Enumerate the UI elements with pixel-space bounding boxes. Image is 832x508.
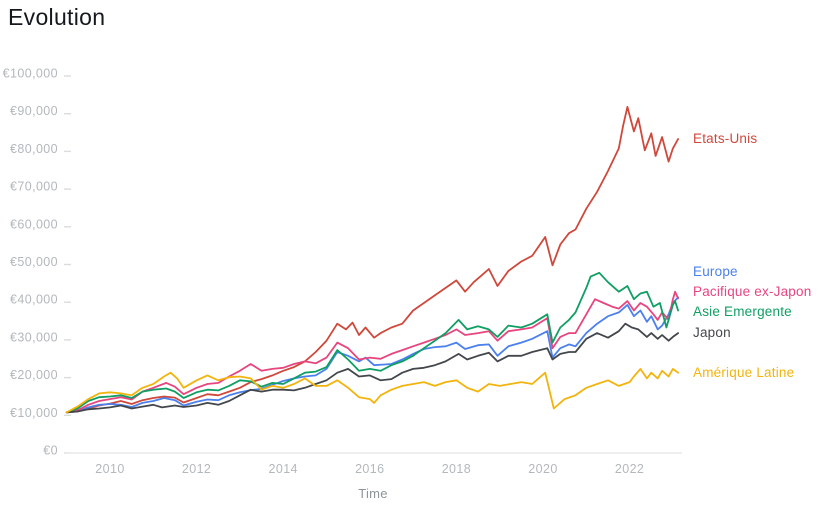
- series-line-pacifique-ex-japon: [65, 290, 679, 414]
- legend-label-am-rique-latine: Amérique Latine: [693, 365, 795, 380]
- x-axis-tick-label: 2016: [355, 462, 384, 476]
- x-axis-tick-label: 2022: [615, 462, 644, 476]
- x-axis-tick-label: 2012: [182, 462, 211, 476]
- y-axis-tick-label: €80,000: [10, 142, 58, 156]
- series-line-japon: [65, 322, 679, 414]
- y-axis-tick-label: €70,000: [10, 180, 58, 194]
- page-title: Evolution: [8, 4, 106, 30]
- x-axis-tick-label: 2018: [442, 462, 471, 476]
- y-axis-tick-label: €20,000: [10, 368, 58, 382]
- legend-label-asie-emergente: Asie Emergente: [693, 304, 792, 319]
- series-line-am-rique-latine: [65, 367, 679, 414]
- x-axis-tick-label: 2014: [268, 462, 297, 476]
- y-axis-tick-label: €60,000: [10, 217, 58, 231]
- x-axis-tick-label: 2020: [528, 462, 557, 476]
- legend-label-etats-unis: Etats-Unis: [693, 131, 758, 146]
- x-axis-tick-label: 2010: [95, 462, 124, 476]
- series-line-asie-emergente: [65, 271, 679, 414]
- legend-label-europe: Europe: [693, 264, 738, 279]
- y-axis-tick-label: €30,000: [10, 330, 58, 344]
- y-axis-tick-label: €50,000: [10, 255, 58, 269]
- y-axis-tick-label: €0: [43, 444, 58, 458]
- x-axis-title: Time: [358, 486, 388, 501]
- y-axis-tick-label: €90,000: [10, 104, 58, 118]
- series-line-etats-unis: [65, 106, 679, 414]
- y-axis-tick-label: €40,000: [10, 293, 58, 307]
- y-axis-tick-label: €10,000: [10, 406, 58, 420]
- series-line-europe: [65, 296, 679, 414]
- y-axis-tick-label: €100,000: [3, 67, 58, 81]
- legend-label-pacifique-ex-japon: Pacifique ex-Japon: [693, 284, 812, 299]
- legend-label-japon: Japon: [693, 325, 731, 340]
